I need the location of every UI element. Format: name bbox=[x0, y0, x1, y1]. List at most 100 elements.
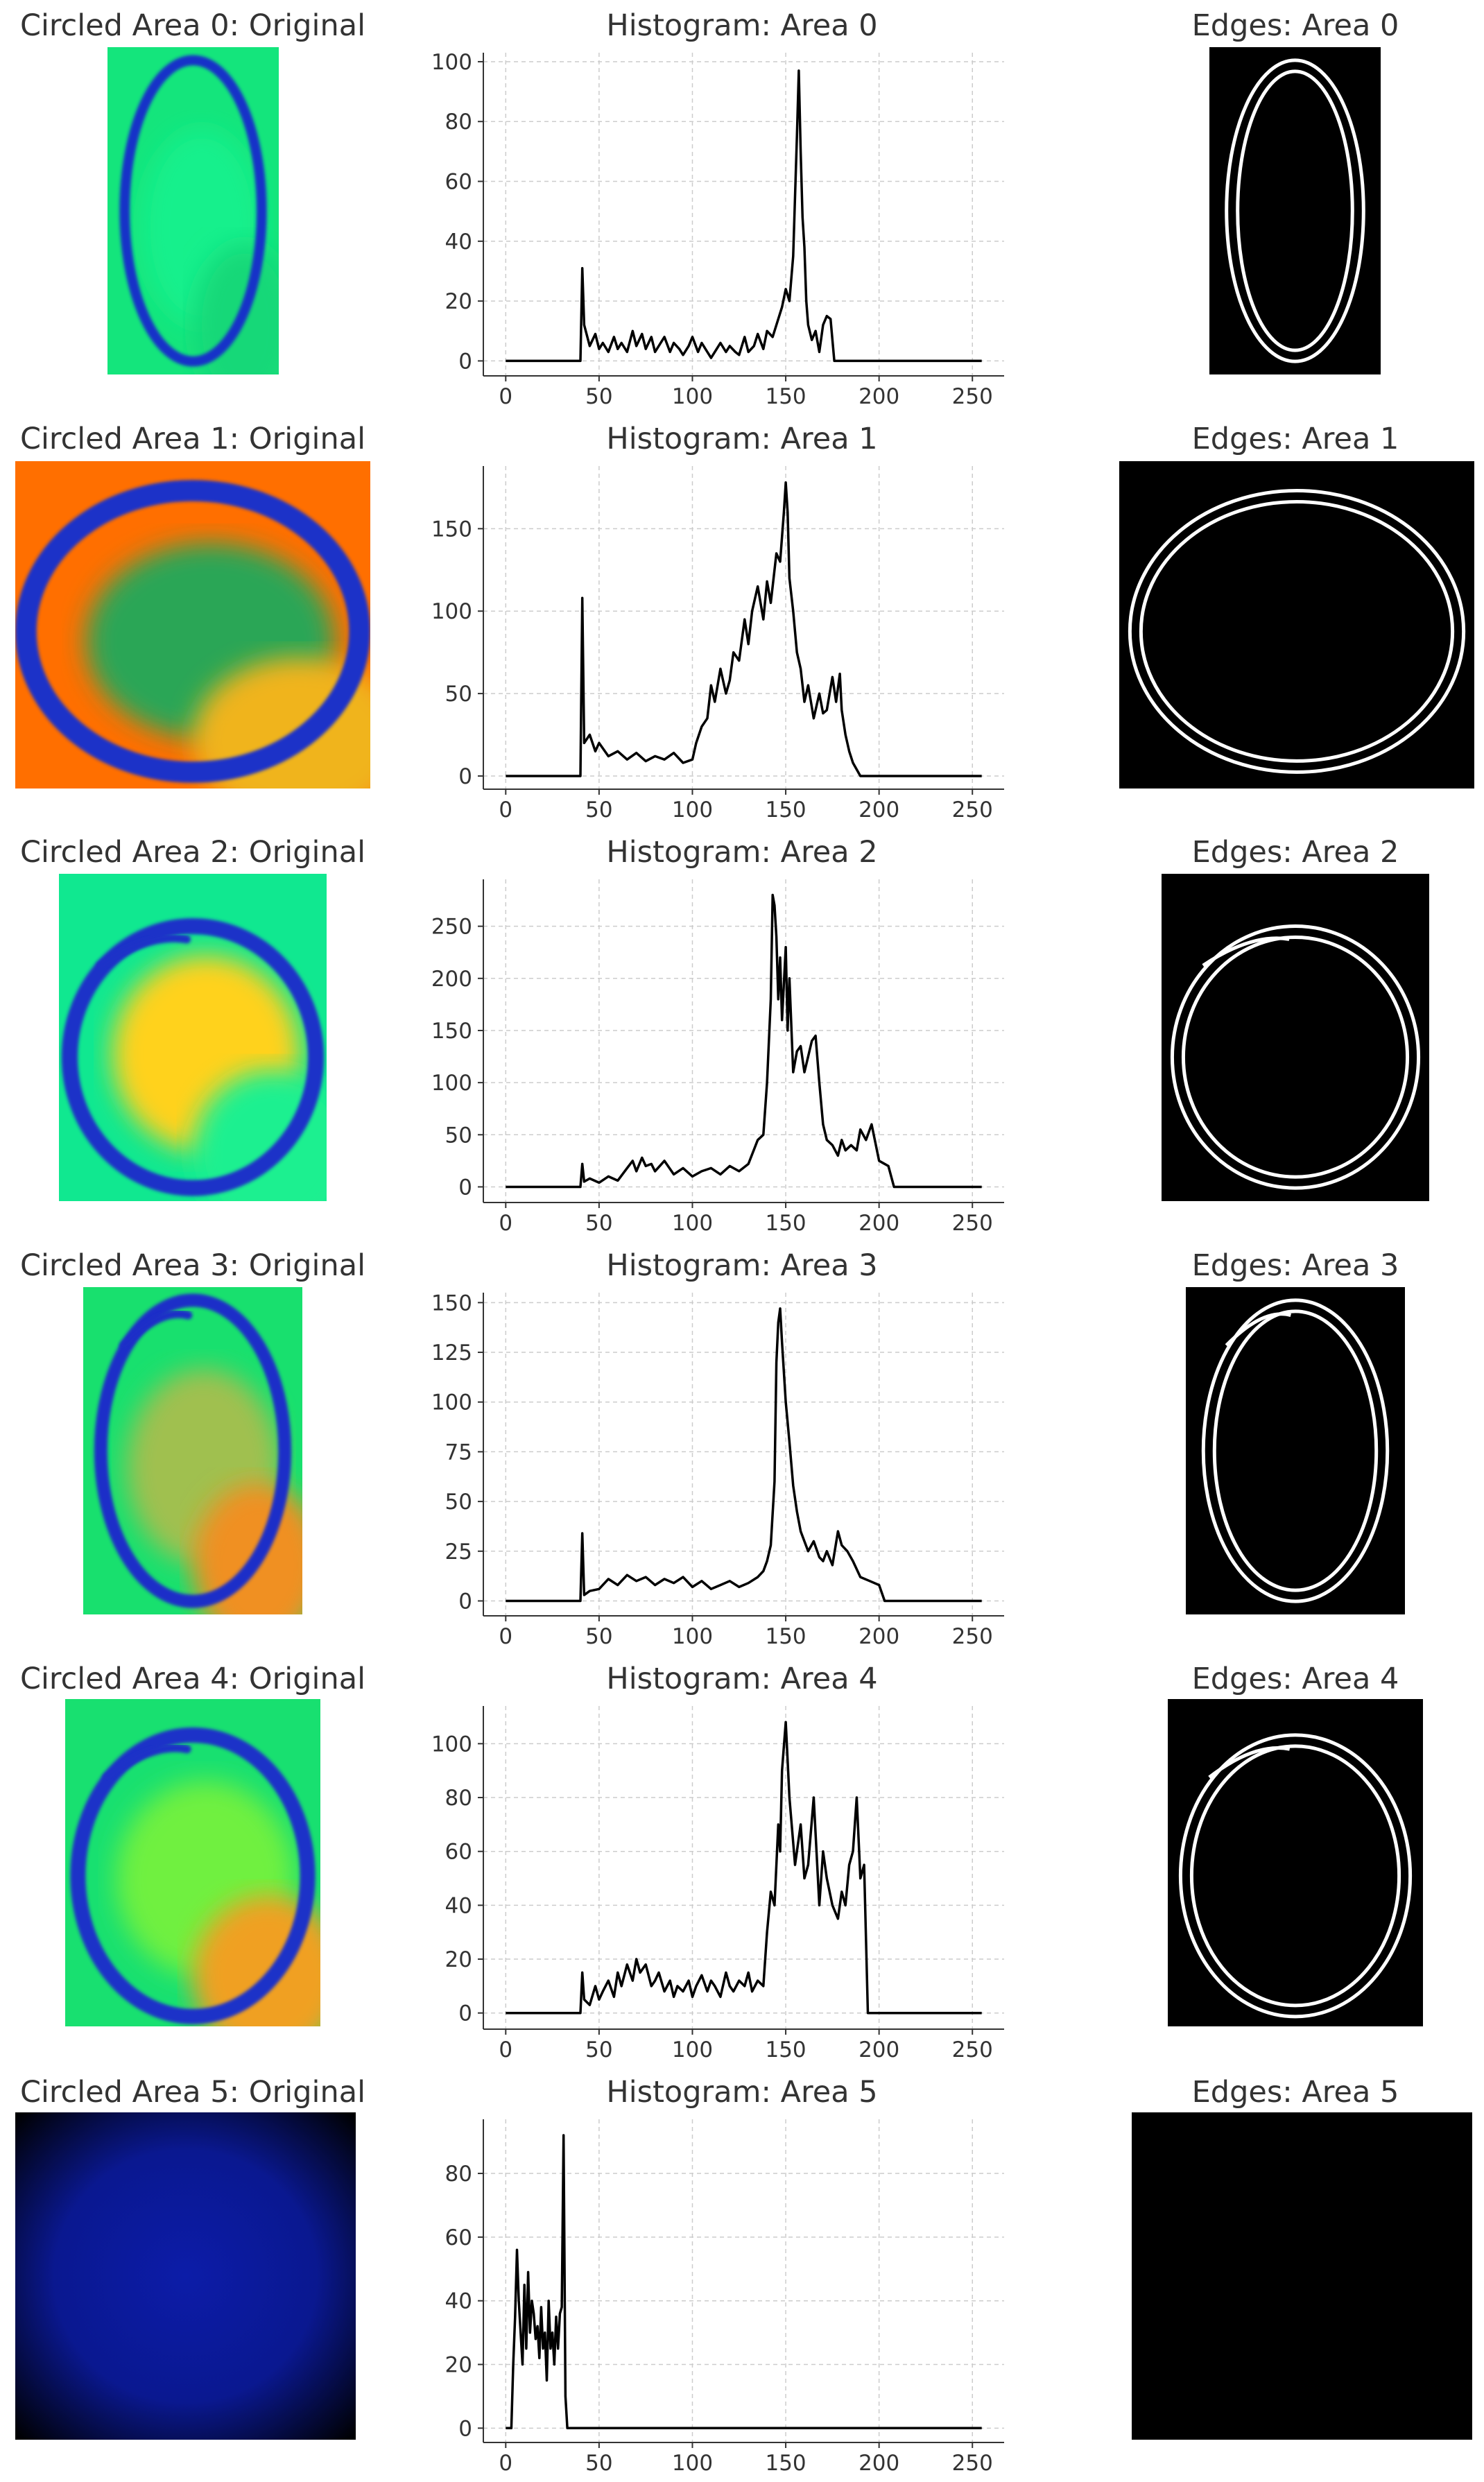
y-tick-label: 150 bbox=[431, 517, 472, 542]
edge-tail-contour bbox=[1208, 1746, 1291, 1779]
y-tick-label: 50 bbox=[445, 1490, 472, 1515]
edge-outer-contour bbox=[1128, 488, 1466, 774]
y-tick-label: 40 bbox=[445, 2289, 472, 2314]
edges-image bbox=[1162, 874, 1429, 1201]
histogram-plot: 0 50 100 150 200 250 0 50 100 150 200 250 bbox=[431, 879, 1004, 1236]
row-area-0: Circled Area 0: Original Histogram: Area … bbox=[20, 8, 1399, 409]
histogram-line bbox=[506, 481, 982, 777]
y-tick-label: 50 bbox=[445, 682, 472, 707]
y-tick-label: 25 bbox=[445, 1540, 472, 1565]
x-tick-label: 250 bbox=[952, 2451, 993, 2476]
x-tick-label: 0 bbox=[499, 798, 512, 822]
row-area-4: Circled Area 4: Original Histogram: Area … bbox=[20, 1662, 1423, 2062]
y-tick-label: 250 bbox=[431, 915, 472, 940]
histogram-title: Histogram: Area 2 bbox=[606, 835, 877, 870]
edges-background bbox=[1132, 2112, 1472, 2440]
edge-inner-contour bbox=[1139, 499, 1455, 763]
original-image bbox=[15, 2112, 356, 2440]
edge-outer-contour bbox=[1201, 1298, 1390, 1603]
x-tick-label: 200 bbox=[859, 2037, 899, 2062]
y-tick-label: 40 bbox=[445, 230, 472, 255]
y-tick-label: 40 bbox=[445, 1893, 472, 1918]
x-tick-label: 50 bbox=[585, 1624, 612, 1649]
original-color-patch bbox=[193, 1895, 320, 2026]
edges-image bbox=[1119, 461, 1474, 788]
row-area-3: Circled Area 3: Original Histogram: Area … bbox=[20, 1248, 1405, 1649]
x-tick-label: 200 bbox=[859, 798, 899, 822]
x-tick-label: 100 bbox=[672, 798, 713, 822]
x-tick-label: 100 bbox=[672, 1624, 713, 1649]
edge-inner-contour bbox=[1189, 1744, 1401, 2008]
histogram-title: Histogram: Area 5 bbox=[606, 2075, 877, 2110]
original-color-patch bbox=[193, 657, 370, 788]
x-tick-label: 150 bbox=[765, 384, 806, 409]
edge-outer-contour bbox=[1170, 924, 1421, 1190]
x-tick-label: 150 bbox=[765, 1624, 806, 1649]
x-tick-label: 250 bbox=[952, 1624, 993, 1649]
y-tick-label: 60 bbox=[445, 2225, 472, 2250]
edges-title: Edges: Area 0 bbox=[1192, 8, 1399, 43]
original-tail-stroke bbox=[96, 933, 191, 970]
y-tick-label: 0 bbox=[458, 764, 472, 789]
original-tail-stroke bbox=[119, 1309, 193, 1350]
row-area-1: Circled Area 1: Original Histogram: Area … bbox=[15, 422, 1474, 822]
x-tick-label: 50 bbox=[585, 2451, 612, 2476]
x-tick-label: 0 bbox=[499, 2037, 512, 2062]
x-tick-label: 0 bbox=[499, 1211, 512, 1236]
y-tick-label: 20 bbox=[445, 289, 472, 314]
x-tick-label: 50 bbox=[585, 798, 612, 822]
x-tick-label: 150 bbox=[765, 2037, 806, 2062]
edge-outer-contour bbox=[1225, 58, 1365, 363]
original-circle-stroke bbox=[61, 917, 325, 1196]
x-tick-label: 100 bbox=[672, 1211, 713, 1236]
histogram-title: Histogram: Area 4 bbox=[606, 1662, 877, 1696]
histogram-plot: 0 50 100 150 200 250 0 50 100 150 bbox=[431, 466, 1004, 822]
x-tick-label: 100 bbox=[672, 384, 713, 409]
histogram-plot: 0 50 100 150 200 250 0 20 40 60 80 bbox=[445, 2119, 1004, 2476]
x-tick-label: 200 bbox=[859, 1211, 899, 1236]
y-tick-label: 0 bbox=[458, 2001, 472, 2026]
y-tick-label: 0 bbox=[458, 1589, 472, 1614]
original-title: Circled Area 3: Original bbox=[20, 1248, 365, 1283]
y-tick-label: 100 bbox=[431, 1390, 472, 1415]
edge-inner-contour bbox=[1236, 69, 1354, 352]
y-tick-label: 80 bbox=[445, 110, 472, 135]
x-tick-label: 50 bbox=[585, 1211, 612, 1236]
original-circle-stroke bbox=[119, 55, 267, 367]
histogram-title: Histogram: Area 0 bbox=[606, 8, 877, 43]
edges-background bbox=[1168, 1699, 1423, 2026]
x-tick-label: 200 bbox=[859, 2451, 899, 2476]
x-tick-label: 250 bbox=[952, 384, 993, 409]
x-tick-label: 100 bbox=[672, 2037, 713, 2062]
histogram-plot: 0 50 100 150 200 250 0 20 40 60 80 100 bbox=[431, 50, 1004, 409]
histogram-line bbox=[506, 1721, 982, 2015]
edge-inner-contour bbox=[1181, 936, 1410, 1179]
original-title: Circled Area 4: Original bbox=[20, 1662, 365, 1696]
x-tick-label: 150 bbox=[765, 798, 806, 822]
edges-title: Edges: Area 4 bbox=[1192, 1662, 1399, 1696]
edge-outer-contour bbox=[1178, 1733, 1413, 2019]
x-tick-label: 0 bbox=[499, 384, 512, 409]
histogram-line bbox=[506, 1307, 982, 1603]
row-area-2: Circled Area 2: Original Histogram: Area … bbox=[20, 835, 1429, 1236]
row-area-5: Circled Area 5: Original Histogram: Area … bbox=[15, 2075, 1472, 2476]
edges-background bbox=[1186, 1287, 1405, 1614]
y-tick-label: 20 bbox=[445, 2353, 472, 2378]
edges-image bbox=[1132, 2112, 1472, 2440]
edges-background bbox=[1209, 47, 1381, 374]
x-tick-label: 250 bbox=[952, 2037, 993, 2062]
histogram-plot: 0 50 100 150 200 250 0 25 50 75 100 125 150 bbox=[431, 1291, 1004, 1649]
x-tick-label: 100 bbox=[672, 2451, 713, 2476]
edges-image bbox=[1168, 1699, 1423, 2026]
y-tick-label: 100 bbox=[431, 599, 472, 624]
histogram-title: Histogram: Area 1 bbox=[606, 422, 877, 456]
histogram-title: Histogram: Area 3 bbox=[606, 1248, 877, 1283]
edge-tail-contour bbox=[1202, 936, 1290, 967]
edges-image bbox=[1209, 47, 1381, 374]
y-tick-label: 20 bbox=[445, 1947, 472, 1972]
x-tick-label: 50 bbox=[585, 2037, 612, 2062]
edge-tail-contour bbox=[1225, 1312, 1292, 1347]
histogram-plot: 0 50 100 150 200 250 0 20 40 60 80 100 bbox=[431, 1706, 1004, 2062]
y-tick-label: 60 bbox=[445, 170, 472, 195]
